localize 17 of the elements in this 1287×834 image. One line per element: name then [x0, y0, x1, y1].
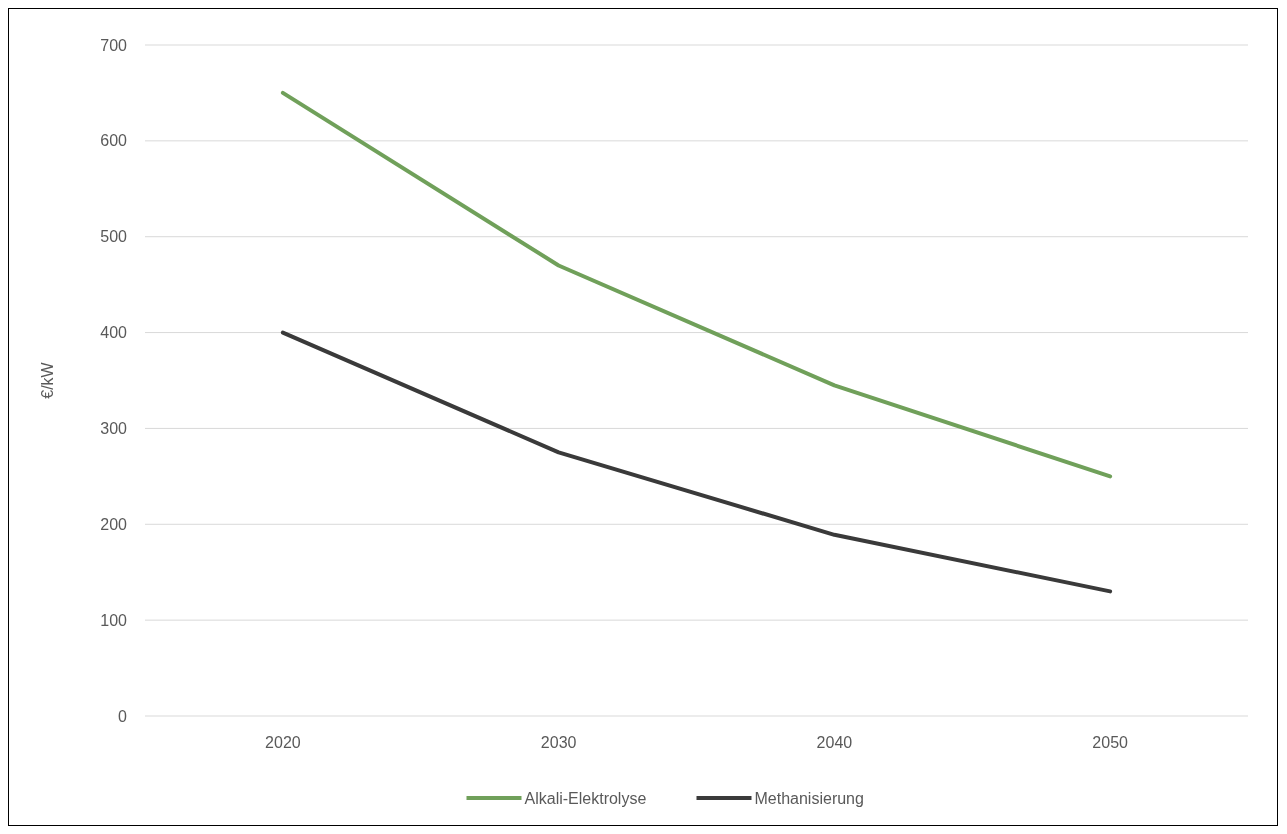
y-tick-label: 200 [100, 515, 128, 533]
y-tick-label: 600 [100, 132, 128, 150]
x-tick-label: 2050 [1092, 734, 1129, 751]
y-tick-label: 300 [100, 420, 128, 438]
line-series [280, 330, 1113, 594]
legend-label: Methanisierung [754, 789, 864, 807]
y-tick-label: 0 [118, 707, 128, 725]
y-tick-label: 500 [100, 228, 128, 246]
legend-label: Alkali-Elektrolyse [524, 789, 647, 807]
x-tick-label: 2040 [816, 734, 853, 751]
x-tick-label: 2020 [265, 734, 301, 751]
y-tick-label: 400 [100, 324, 128, 342]
line-series [280, 90, 1113, 479]
y-tick-label: 100 [100, 611, 128, 629]
y-axis-title: €/kW [39, 361, 56, 399]
x-tick-label: 2030 [540, 734, 577, 751]
y-tick-label: 700 [100, 36, 128, 54]
